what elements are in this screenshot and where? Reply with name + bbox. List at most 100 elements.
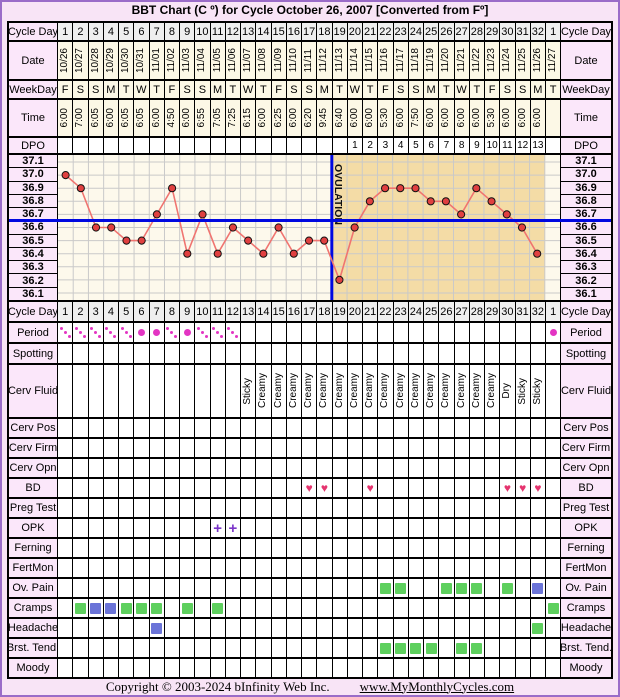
cramps-cell-day-26 <box>439 599 455 617</box>
cerv-firm-cell-day-11 <box>211 439 226 457</box>
headache-cell-day-11 <box>211 619 226 637</box>
ferning-cell-day-17 <box>302 539 318 557</box>
cycle-day-bottom-cell-day-20: 20 <box>347 302 363 321</box>
spotting-cell-day-16 <box>287 344 302 363</box>
cerv-pos-cell-day-14 <box>256 419 272 437</box>
ov-pain-cell-day-20 <box>348 579 363 597</box>
row-label-spotting-r: Spotting <box>560 344 611 363</box>
brst-tend-cell-day-14 <box>256 639 272 657</box>
cycle-day-top-cell-day-32: 32 <box>530 23 546 40</box>
temp-point <box>320 236 329 245</box>
cerv-opn-cell-day-7 <box>150 459 165 477</box>
date-cell-day-18: 11/12 <box>317 42 333 79</box>
cramps-cell-day-13 <box>241 599 257 617</box>
site-link[interactable]: www.MyMonthlyCycles.com <box>359 678 515 694</box>
dpo-cell-day-3 <box>89 138 104 153</box>
cerv-fluid-value: Creamy <box>455 373 467 409</box>
fertmon-cell-day-10 <box>195 559 211 577</box>
ferning-cell-day-22 <box>378 539 394 557</box>
temp-point <box>472 184 481 193</box>
fertmon-cell-day-18 <box>317 559 333 577</box>
period-cell-day-30 <box>500 323 516 342</box>
spotting-cell-day-24 <box>409 344 424 363</box>
brst-tend-cell-day-28 <box>470 639 485 657</box>
cerv-pos-cell-day-29 <box>485 419 501 437</box>
moody-cell-day-6 <box>134 659 150 677</box>
period-light-dots-icon <box>78 331 82 334</box>
brst-tend-cell-day-9 <box>180 639 196 657</box>
cerv-firm-cell-day-12 <box>226 439 241 457</box>
dpo-cell-day-18 <box>317 138 333 153</box>
cerv-fluid-cell-day-28: Creamy <box>470 365 485 417</box>
cerv-fluid-cell-day-24: Creamy <box>409 365 424 417</box>
date-cell-day-20: 11/14 <box>347 42 363 79</box>
moody-cell-day-17 <box>302 659 318 677</box>
weekday-cell-day-7: T <box>149 81 165 98</box>
temp-point <box>244 236 253 245</box>
brst-tend-cell-day-18 <box>317 639 333 657</box>
preg-test-cell-day-22 <box>378 499 394 517</box>
temp-tick-label: 36.4 <box>561 248 611 262</box>
cycle-day-top-cell-day-3: 3 <box>88 23 104 40</box>
cerv-fluid-cell-day-8 <box>165 365 180 417</box>
cerv-fluid-cell-day-9 <box>180 365 196 417</box>
moody-cell-day-7 <box>150 659 165 677</box>
cerv-pos-cell-day-20 <box>348 419 363 437</box>
ov-pain-cell-day-7 <box>150 579 165 597</box>
heart-icon: ♥ <box>519 481 527 495</box>
cycle-day-bottom-cell-day-5: 5 <box>119 302 135 321</box>
date-value: 11/08 <box>257 48 269 73</box>
cerv-opn-cell-day-16 <box>287 459 302 477</box>
headache-cell-day-17 <box>302 619 318 637</box>
row-ferning: Ferning Ferning <box>9 539 611 559</box>
date-cell-day-7: 11/01 <box>149 42 165 79</box>
brst-tend-cell-day-15 <box>272 639 287 657</box>
blue-square-icon <box>105 602 117 614</box>
cerv-pos-cell-day-4 <box>104 419 119 437</box>
ov-pain-cell-day-1 <box>58 579 74 597</box>
row-label-period-r: Period <box>560 323 611 342</box>
date-value: 11/17 <box>394 48 406 73</box>
spotting-cell-day-12 <box>226 344 241 363</box>
cerv-pos-cell-day-8 <box>165 419 180 437</box>
fertmon-cell-day-16 <box>287 559 302 577</box>
cramps-cell-day-3 <box>89 599 104 617</box>
temp-point <box>91 223 101 232</box>
ferning-cell-day-20 <box>348 539 363 557</box>
cerv-pos-cell-day-16 <box>287 419 302 437</box>
period-cell-day-4 <box>104 323 119 342</box>
preg-test-cell-day-27 <box>455 499 470 517</box>
time-value: 6:00 <box>531 108 543 128</box>
ov-pain-cell-day-21 <box>363 579 379 597</box>
date-cell-day-9: 11/03 <box>180 42 196 79</box>
dpo-cell-day-17 <box>302 138 318 153</box>
time-cell-day-19: 6:40 <box>332 100 348 136</box>
row-label-cramps-r: Cramps <box>560 599 611 617</box>
weekday-cell-day-8: F <box>164 81 180 98</box>
date-value: 11/23 <box>486 48 498 73</box>
temp-point <box>259 249 268 258</box>
brst-tend-cell-day-11 <box>211 639 226 657</box>
temp-tick-label: 36.9 <box>561 182 611 195</box>
date-value: 11/06 <box>226 48 238 73</box>
preg-test-cell-day-8 <box>165 499 180 517</box>
cycle-day-top-cell-day-17: 17 <box>302 23 318 40</box>
date-value: 11/14 <box>348 48 360 73</box>
cycle-day-top-cell-day-21: 21 <box>363 23 379 40</box>
spotting-cell-day-26 <box>439 344 455 363</box>
temp-tick-label: 36.8 <box>9 195 57 209</box>
cerv-pos-cell-day-31 <box>516 419 531 437</box>
time-value: 6:00 <box>516 108 528 128</box>
cramps-cell-day-11 <box>211 599 226 617</box>
cerv-firm-cell-day-7 <box>150 439 165 457</box>
bd-cell-day-23 <box>394 479 409 497</box>
temp-point <box>228 223 238 232</box>
cycle-day-bottom-cell-day-22: 22 <box>378 302 394 321</box>
time-cell-day-33 <box>546 100 561 136</box>
row-bd: BD ♥ ♥ ♥ ♥ ♥ ♥ BD <box>9 479 611 499</box>
cycle-day-top-cell-day-5: 5 <box>119 23 135 40</box>
date-value: 11/18 <box>409 48 421 73</box>
moody-cell-day-10 <box>195 659 211 677</box>
cerv-opn-cell-day-5 <box>119 459 135 477</box>
green-square-icon <box>471 582 483 594</box>
